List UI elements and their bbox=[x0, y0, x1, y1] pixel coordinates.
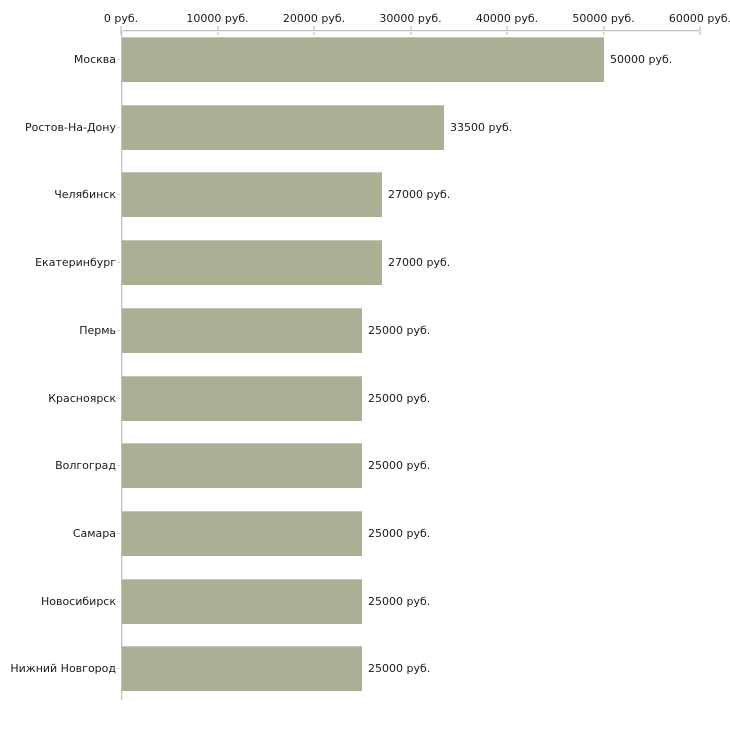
bar bbox=[122, 37, 604, 82]
y-axis-tick-mark bbox=[117, 330, 122, 331]
value-label: 25000 руб. bbox=[368, 527, 431, 540]
category-label: Москва bbox=[73, 53, 116, 66]
value-label: 50000 руб. bbox=[610, 53, 673, 66]
y-axis-tick-mark bbox=[117, 194, 122, 195]
x-axis-tick-mark bbox=[699, 26, 701, 35]
x-axis-tick-label: 30000 руб. bbox=[379, 12, 442, 25]
value-label: 25000 руб. bbox=[368, 459, 431, 472]
y-axis-tick-mark bbox=[117, 601, 122, 602]
x-axis-tick-label: 10000 руб. bbox=[186, 12, 249, 25]
bar bbox=[122, 511, 362, 556]
category-label: Нижний Новгород bbox=[10, 662, 116, 675]
category-label: Волгоград bbox=[55, 459, 116, 472]
y-axis-tick-mark bbox=[117, 533, 122, 534]
bar bbox=[122, 105, 444, 150]
value-label: 27000 руб. bbox=[388, 188, 451, 201]
y-axis-tick-mark bbox=[117, 262, 122, 263]
value-label: 27000 руб. bbox=[388, 256, 451, 269]
y-axis-tick-mark bbox=[117, 465, 122, 466]
y-axis-line bbox=[121, 30, 123, 700]
bar bbox=[122, 308, 362, 353]
bar bbox=[122, 376, 362, 421]
bar bbox=[122, 646, 362, 691]
bar bbox=[122, 443, 362, 488]
category-label: Самара bbox=[72, 527, 116, 540]
y-axis-tick-mark bbox=[117, 668, 122, 669]
x-axis-tick-label: 40000 руб. bbox=[475, 12, 539, 25]
x-axis-tick-label: 0 руб. bbox=[103, 12, 139, 25]
category-label: Красноярск bbox=[48, 392, 116, 405]
y-axis-tick-mark bbox=[117, 398, 122, 399]
value-label: 25000 руб. bbox=[368, 324, 431, 337]
value-label: 33500 руб. bbox=[450, 121, 513, 134]
bar bbox=[122, 240, 382, 285]
value-label: 25000 руб. bbox=[368, 392, 431, 405]
category-label: Пермь bbox=[79, 324, 116, 337]
x-axis-tick-label: 60000 руб. bbox=[668, 12, 730, 25]
category-label: Екатеринбург bbox=[35, 256, 116, 269]
x-axis-tick-label: 50000 руб. bbox=[572, 12, 635, 25]
category-label: Ростов-На-Дону bbox=[24, 121, 116, 134]
bar bbox=[122, 172, 382, 217]
x-axis-line bbox=[121, 30, 700, 32]
category-label: Челябинск bbox=[54, 188, 116, 201]
value-label: 25000 руб. bbox=[368, 662, 431, 675]
value-label: 25000 руб. bbox=[368, 595, 431, 608]
bar bbox=[122, 579, 362, 624]
x-axis-tick-label: 20000 руб. bbox=[282, 12, 346, 25]
category-label: Новосибирск bbox=[40, 595, 116, 608]
y-axis-tick-mark bbox=[117, 59, 122, 60]
y-axis-tick-mark bbox=[117, 127, 122, 128]
